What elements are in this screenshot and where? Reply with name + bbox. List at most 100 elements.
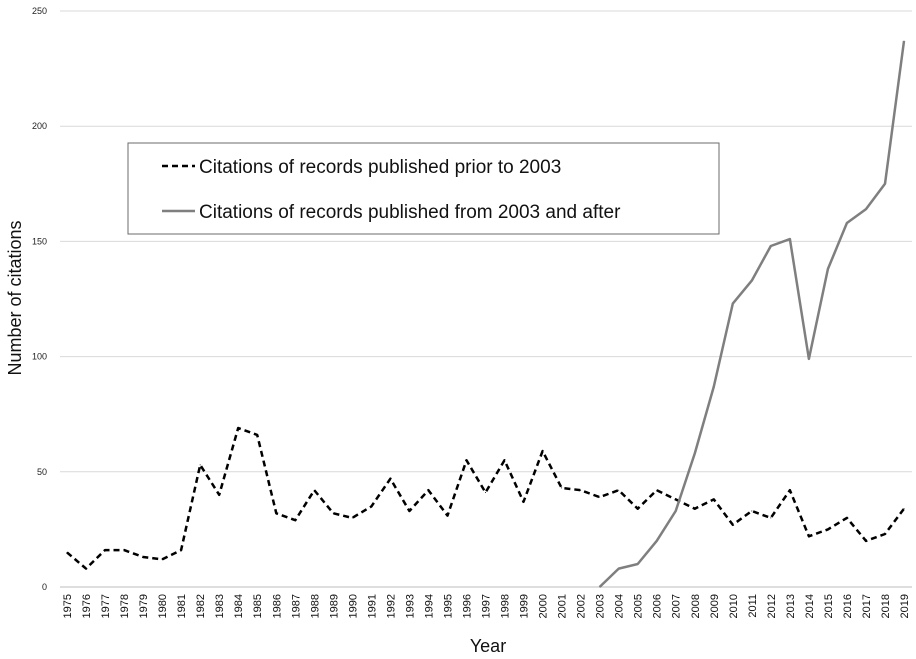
data-point bbox=[180, 549, 182, 551]
data-point bbox=[770, 517, 772, 519]
data-point bbox=[675, 510, 677, 512]
x-tick-label: 1989 bbox=[328, 594, 340, 618]
data-point bbox=[313, 489, 315, 491]
x-tick-label: 2015 bbox=[823, 594, 835, 618]
data-point bbox=[656, 489, 658, 491]
x-tick-label: 2013 bbox=[785, 594, 797, 618]
data-point bbox=[218, 494, 220, 496]
x-tick-label: 1979 bbox=[138, 594, 150, 618]
x-tick-label: 2003 bbox=[595, 594, 607, 618]
legend-label-prior-2003: Citations of records published prior to … bbox=[199, 157, 561, 178]
data-point bbox=[865, 208, 867, 210]
x-tick-label: 2008 bbox=[690, 594, 702, 618]
x-tick-label: 1991 bbox=[366, 594, 378, 618]
data-point bbox=[427, 489, 429, 491]
data-point bbox=[465, 459, 467, 461]
data-point bbox=[789, 489, 791, 491]
data-point bbox=[827, 528, 829, 530]
x-tick-label: 1987 bbox=[290, 594, 302, 618]
x-tick-label: 1984 bbox=[233, 594, 245, 618]
data-point bbox=[732, 524, 734, 526]
data-point bbox=[389, 478, 391, 480]
x-tick-label: 1996 bbox=[461, 594, 473, 618]
x-tick-label: 2018 bbox=[880, 594, 892, 618]
data-point bbox=[637, 508, 639, 510]
y-tick-label: 50 bbox=[37, 467, 47, 477]
legend: Citations of records published prior to … bbox=[127, 142, 720, 235]
x-tick-label: 2016 bbox=[842, 594, 854, 618]
y-tick-label: 100 bbox=[32, 352, 47, 362]
data-point bbox=[732, 303, 734, 305]
x-tick-label: 2001 bbox=[557, 594, 569, 618]
data-point bbox=[713, 386, 715, 388]
x-tick-label: 2012 bbox=[766, 594, 778, 618]
data-point bbox=[618, 568, 620, 570]
data-point bbox=[637, 563, 639, 565]
x-tick-label: 2019 bbox=[899, 594, 911, 618]
data-point bbox=[656, 540, 658, 542]
x-tick-label: 1978 bbox=[119, 594, 131, 618]
data-point bbox=[256, 434, 258, 436]
data-point bbox=[237, 427, 239, 429]
x-tick-label: 1994 bbox=[423, 594, 435, 618]
x-tick-label: 1981 bbox=[176, 594, 188, 618]
x-tick-label: 2000 bbox=[538, 594, 550, 618]
x-tick-label: 2007 bbox=[671, 594, 683, 618]
x-tick-label: 2005 bbox=[633, 594, 645, 618]
x-tick-label: 1992 bbox=[385, 594, 397, 618]
data-point bbox=[903, 40, 905, 42]
data-point bbox=[332, 512, 334, 514]
data-point bbox=[161, 558, 163, 560]
y-tick-label: 0 bbox=[42, 582, 47, 592]
data-point bbox=[808, 358, 810, 360]
y-axis-title: Number of citations bbox=[5, 220, 25, 375]
data-point bbox=[446, 515, 448, 517]
x-tick-label: 2006 bbox=[652, 594, 664, 618]
x-tick-label: 1998 bbox=[500, 594, 512, 618]
data-point bbox=[104, 549, 106, 551]
data-point bbox=[789, 238, 791, 240]
legend-box bbox=[127, 142, 720, 235]
data-point bbox=[675, 498, 677, 500]
data-point bbox=[66, 551, 68, 553]
data-point bbox=[351, 517, 353, 519]
series-line-1 bbox=[598, 40, 906, 588]
x-tick-label: 1990 bbox=[347, 594, 359, 618]
data-point bbox=[275, 512, 277, 514]
data-point bbox=[123, 549, 125, 551]
data-point bbox=[142, 556, 144, 558]
data-point bbox=[618, 489, 620, 491]
data-point bbox=[523, 501, 525, 503]
x-tick-label: 2011 bbox=[747, 594, 759, 618]
x-tick-label: 1986 bbox=[271, 594, 283, 618]
x-tick-label: 1985 bbox=[252, 594, 264, 618]
x-tick-label: 1975 bbox=[62, 594, 74, 618]
legend-label-from-2003: Citations of records published from 2003… bbox=[199, 202, 621, 223]
data-point bbox=[694, 452, 696, 454]
data-point bbox=[599, 496, 601, 498]
data-point bbox=[485, 492, 486, 494]
x-tick-label: 1977 bbox=[100, 594, 112, 618]
data-point bbox=[408, 510, 410, 512]
x-tick-label: 1982 bbox=[195, 594, 207, 618]
x-tick-label: 1983 bbox=[214, 594, 226, 618]
data-point bbox=[294, 519, 296, 521]
x-axis-ticks: 1975 1976 1977 1978 1979 1980 1981 1982 1983 1984… bbox=[62, 594, 911, 618]
data-point bbox=[599, 586, 601, 588]
data-point bbox=[827, 268, 829, 270]
x-tick-label: 1988 bbox=[309, 594, 321, 618]
x-tick-label: 1980 bbox=[157, 594, 169, 618]
data-point bbox=[770, 245, 772, 247]
x-tick-label: 2004 bbox=[614, 594, 626, 618]
gridlines bbox=[60, 10, 912, 588]
x-tick-label: 2014 bbox=[804, 594, 816, 618]
x-tick-label: 2010 bbox=[728, 594, 740, 618]
data-point bbox=[846, 517, 848, 519]
data-point bbox=[713, 498, 715, 500]
y-axis-ticks: 0 50 100 150 200 250 bbox=[32, 6, 47, 592]
data-point bbox=[751, 510, 753, 512]
data-point bbox=[808, 535, 810, 537]
x-tick-label: 1997 bbox=[481, 594, 493, 618]
data-point bbox=[580, 489, 582, 491]
